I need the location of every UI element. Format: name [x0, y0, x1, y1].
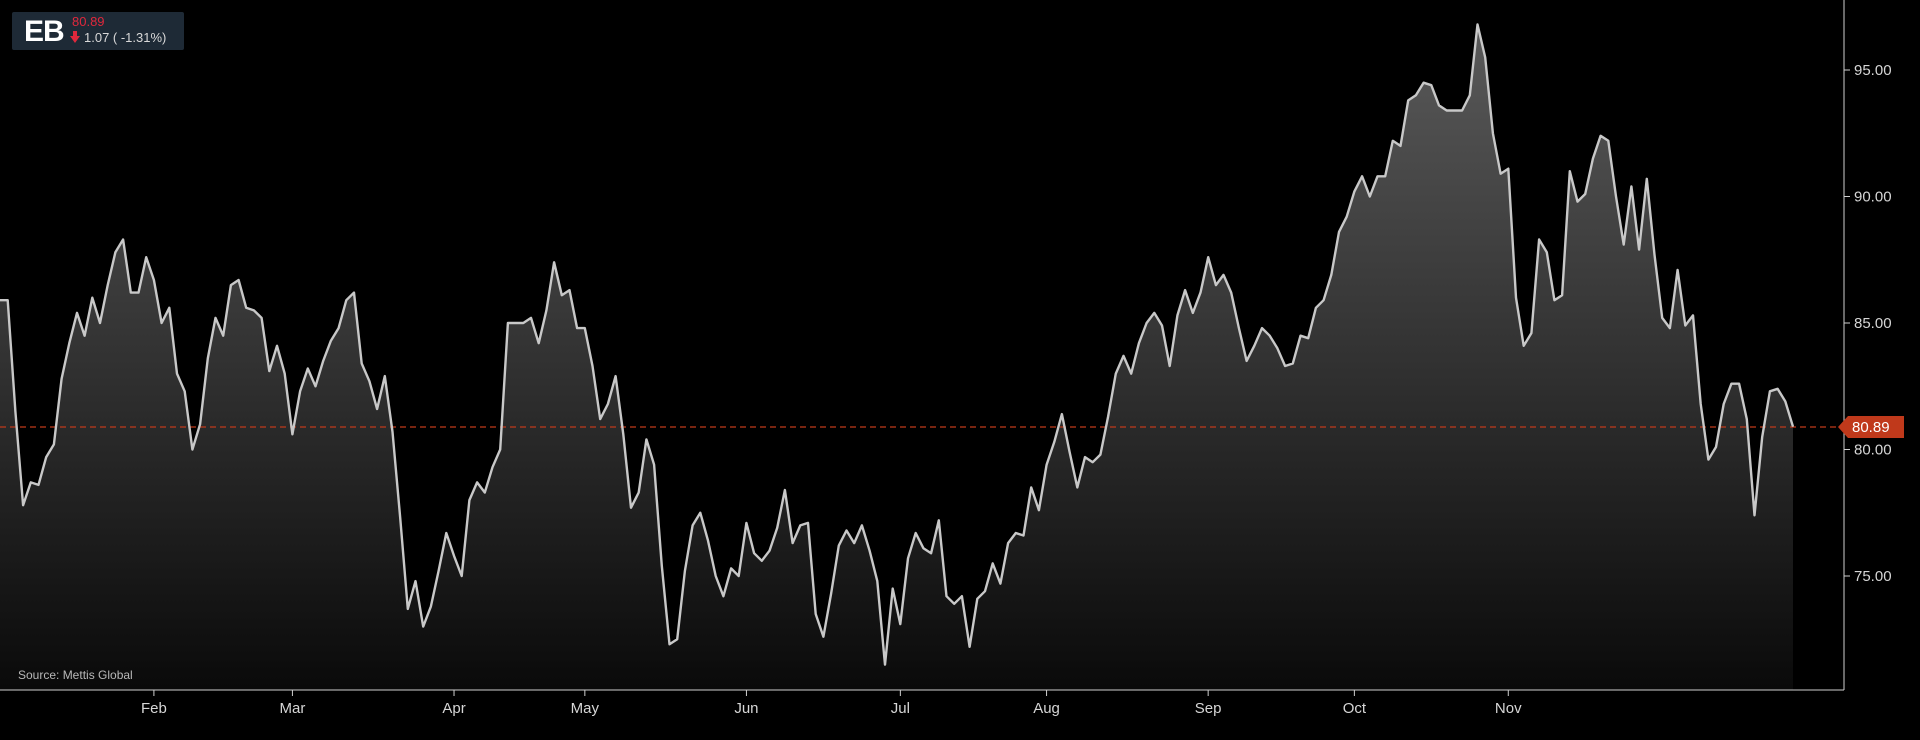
- x-tick-label: Jul: [891, 700, 910, 717]
- x-tick-label: Sep: [1195, 700, 1222, 717]
- x-tick-label: Apr: [442, 700, 465, 717]
- ticker-change: 1.07 ( -1.31%): [84, 30, 167, 45]
- x-tick-label: Aug: [1033, 700, 1060, 717]
- axis-layer: 75.00 80.00 85.00 90.00 95.00 Feb Mar Apr May Jun…: [0, 0, 1904, 717]
- ticker-badge: EB 80.89 1.07 ( -1.31%): [12, 12, 184, 50]
- x-tick-label: Mar: [279, 700, 305, 717]
- y-tick-label: 95.00: [1854, 62, 1892, 79]
- last-price-badge: [1838, 415, 1904, 438]
- ticker-change-row: 1.07 ( -1.31%): [70, 30, 166, 45]
- down-arrow-icon: [70, 31, 80, 43]
- y-tick-label: 90.00: [1854, 189, 1892, 206]
- area-fill-layer: [0, 24, 1793, 690]
- x-tick-label: Nov: [1495, 700, 1522, 717]
- price-line-layer: [0, 23, 1795, 666]
- price-line: [0, 23, 1795, 666]
- x-tick-label: May: [571, 700, 600, 717]
- x-tick-label: Oct: [1343, 700, 1367, 717]
- y-tick-label: 80.00: [1854, 442, 1892, 459]
- y-tick-label: 85.00: [1854, 315, 1892, 332]
- ticker-price: 80.89: [72, 14, 105, 29]
- source-note: Source: Mettis Global: [18, 668, 133, 682]
- x-tick-label: Feb: [141, 700, 167, 717]
- ticker-symbol: EB: [24, 15, 65, 48]
- y-tick-label: 75.00: [1854, 568, 1892, 585]
- last-price-badge-label: 80.89: [1852, 419, 1890, 436]
- x-tick-label: Jun: [734, 700, 758, 717]
- price-area: [0, 24, 1793, 690]
